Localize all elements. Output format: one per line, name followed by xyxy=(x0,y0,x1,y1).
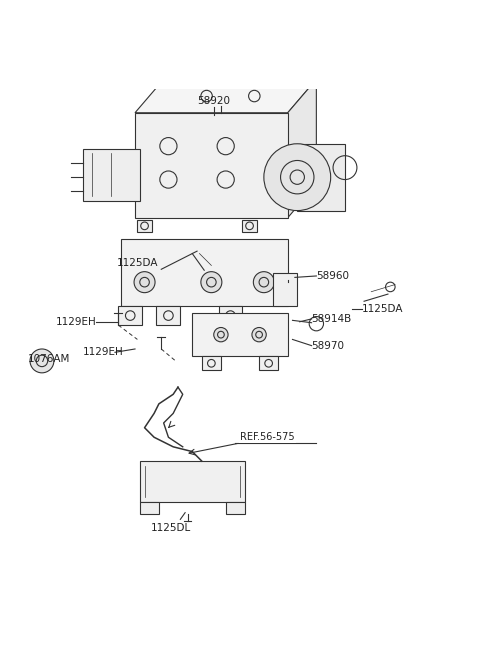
Circle shape xyxy=(134,272,155,293)
Bar xyxy=(202,356,221,371)
Text: 1125DA: 1125DA xyxy=(117,258,158,268)
Text: 1129EH: 1129EH xyxy=(83,347,123,358)
Text: REF.56-575: REF.56-575 xyxy=(240,432,295,441)
Polygon shape xyxy=(135,79,316,113)
Bar xyxy=(242,220,257,232)
Circle shape xyxy=(264,143,331,210)
Text: 1129EH: 1129EH xyxy=(56,317,97,327)
Bar xyxy=(140,461,245,502)
Circle shape xyxy=(252,328,266,342)
Bar xyxy=(156,306,180,325)
Polygon shape xyxy=(120,239,288,306)
Bar xyxy=(118,306,142,325)
Bar xyxy=(218,306,242,325)
Text: 58970: 58970 xyxy=(312,341,345,350)
Circle shape xyxy=(253,272,275,293)
Text: 1125DL: 1125DL xyxy=(151,523,191,533)
Circle shape xyxy=(201,272,222,293)
Bar xyxy=(137,220,152,232)
Circle shape xyxy=(214,328,228,342)
Text: 58920: 58920 xyxy=(197,96,230,105)
Bar xyxy=(259,356,278,371)
Text: 1076AM: 1076AM xyxy=(28,354,70,364)
Polygon shape xyxy=(274,272,297,306)
Polygon shape xyxy=(288,79,316,217)
Text: 58960: 58960 xyxy=(316,271,349,281)
Polygon shape xyxy=(135,113,288,217)
Polygon shape xyxy=(83,149,140,201)
Text: 1125DA: 1125DA xyxy=(362,305,403,314)
Text: 58914B: 58914B xyxy=(312,314,352,324)
Circle shape xyxy=(30,349,54,373)
Polygon shape xyxy=(297,143,345,210)
Polygon shape xyxy=(192,313,288,356)
Bar xyxy=(140,502,159,514)
Bar xyxy=(226,502,245,514)
